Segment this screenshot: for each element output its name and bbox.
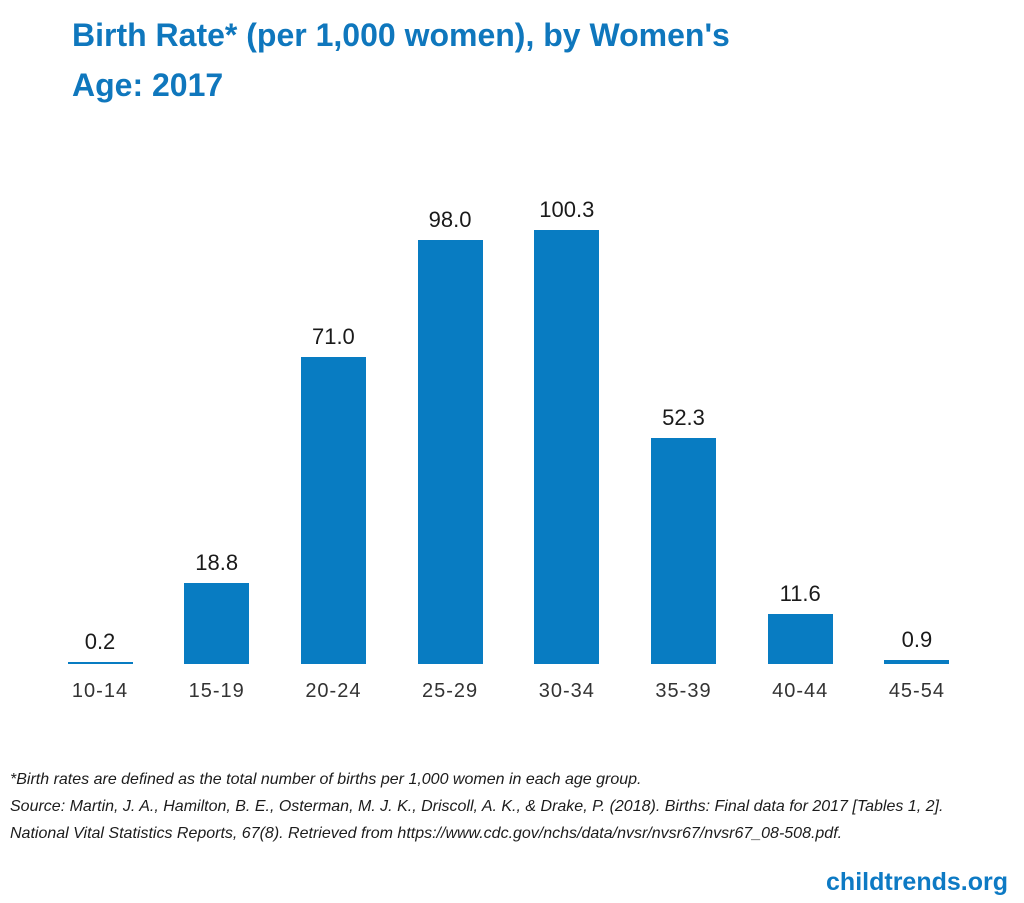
chart-title: Birth Rate* (per 1,000 women), by Women'…: [72, 10, 992, 110]
childtrends-brand: childtrends.org: [826, 868, 1008, 896]
x-axis-label: 10-14: [71, 680, 129, 702]
bar-value-label: 0.9: [901, 627, 933, 653]
x-axis-label: 40-44: [772, 680, 829, 702]
bar-value-label: 71.0: [311, 323, 355, 349]
x-axis-label: 35-39: [655, 680, 712, 702]
chart-title-line2: Age: 2017: [72, 67, 224, 103]
bar-value-label: 11.6: [779, 580, 821, 606]
bar: [884, 660, 950, 664]
bar-value-label: 100.3: [539, 196, 595, 222]
x-axis-label: 20-24: [305, 680, 362, 702]
footnote-source: Source: Martin, J. A., Hamilton, B. E., …: [10, 798, 944, 815]
footnote-source-continued: National Vital Statistics Reports, 67(8)…: [10, 825, 843, 842]
footnotes: *Birth rates are defined as the total nu…: [10, 766, 1018, 847]
chart-title-line1: Birth Rate* (per 1,000 women), by Women'…: [72, 17, 730, 53]
bar: [534, 229, 600, 664]
bar-value-label: 18.8: [195, 549, 239, 575]
x-axis-label: 30-34: [538, 680, 595, 702]
bar-value-label: 52.3: [662, 404, 705, 430]
bar: [184, 582, 250, 664]
bar: [651, 437, 716, 664]
bar-value-label: 98.0: [428, 206, 472, 232]
bar-value-label: 0.2: [84, 628, 116, 654]
bar: [67, 661, 133, 664]
bar: [767, 613, 833, 664]
x-axis-label: 45-54: [888, 680, 945, 702]
x-axis-label: 25-29: [422, 680, 479, 702]
footnote-definition: *Birth rates are defined as the total nu…: [10, 771, 642, 788]
bar: [417, 239, 483, 664]
x-axis-label: 15-19: [188, 680, 245, 702]
bar: [300, 356, 366, 664]
